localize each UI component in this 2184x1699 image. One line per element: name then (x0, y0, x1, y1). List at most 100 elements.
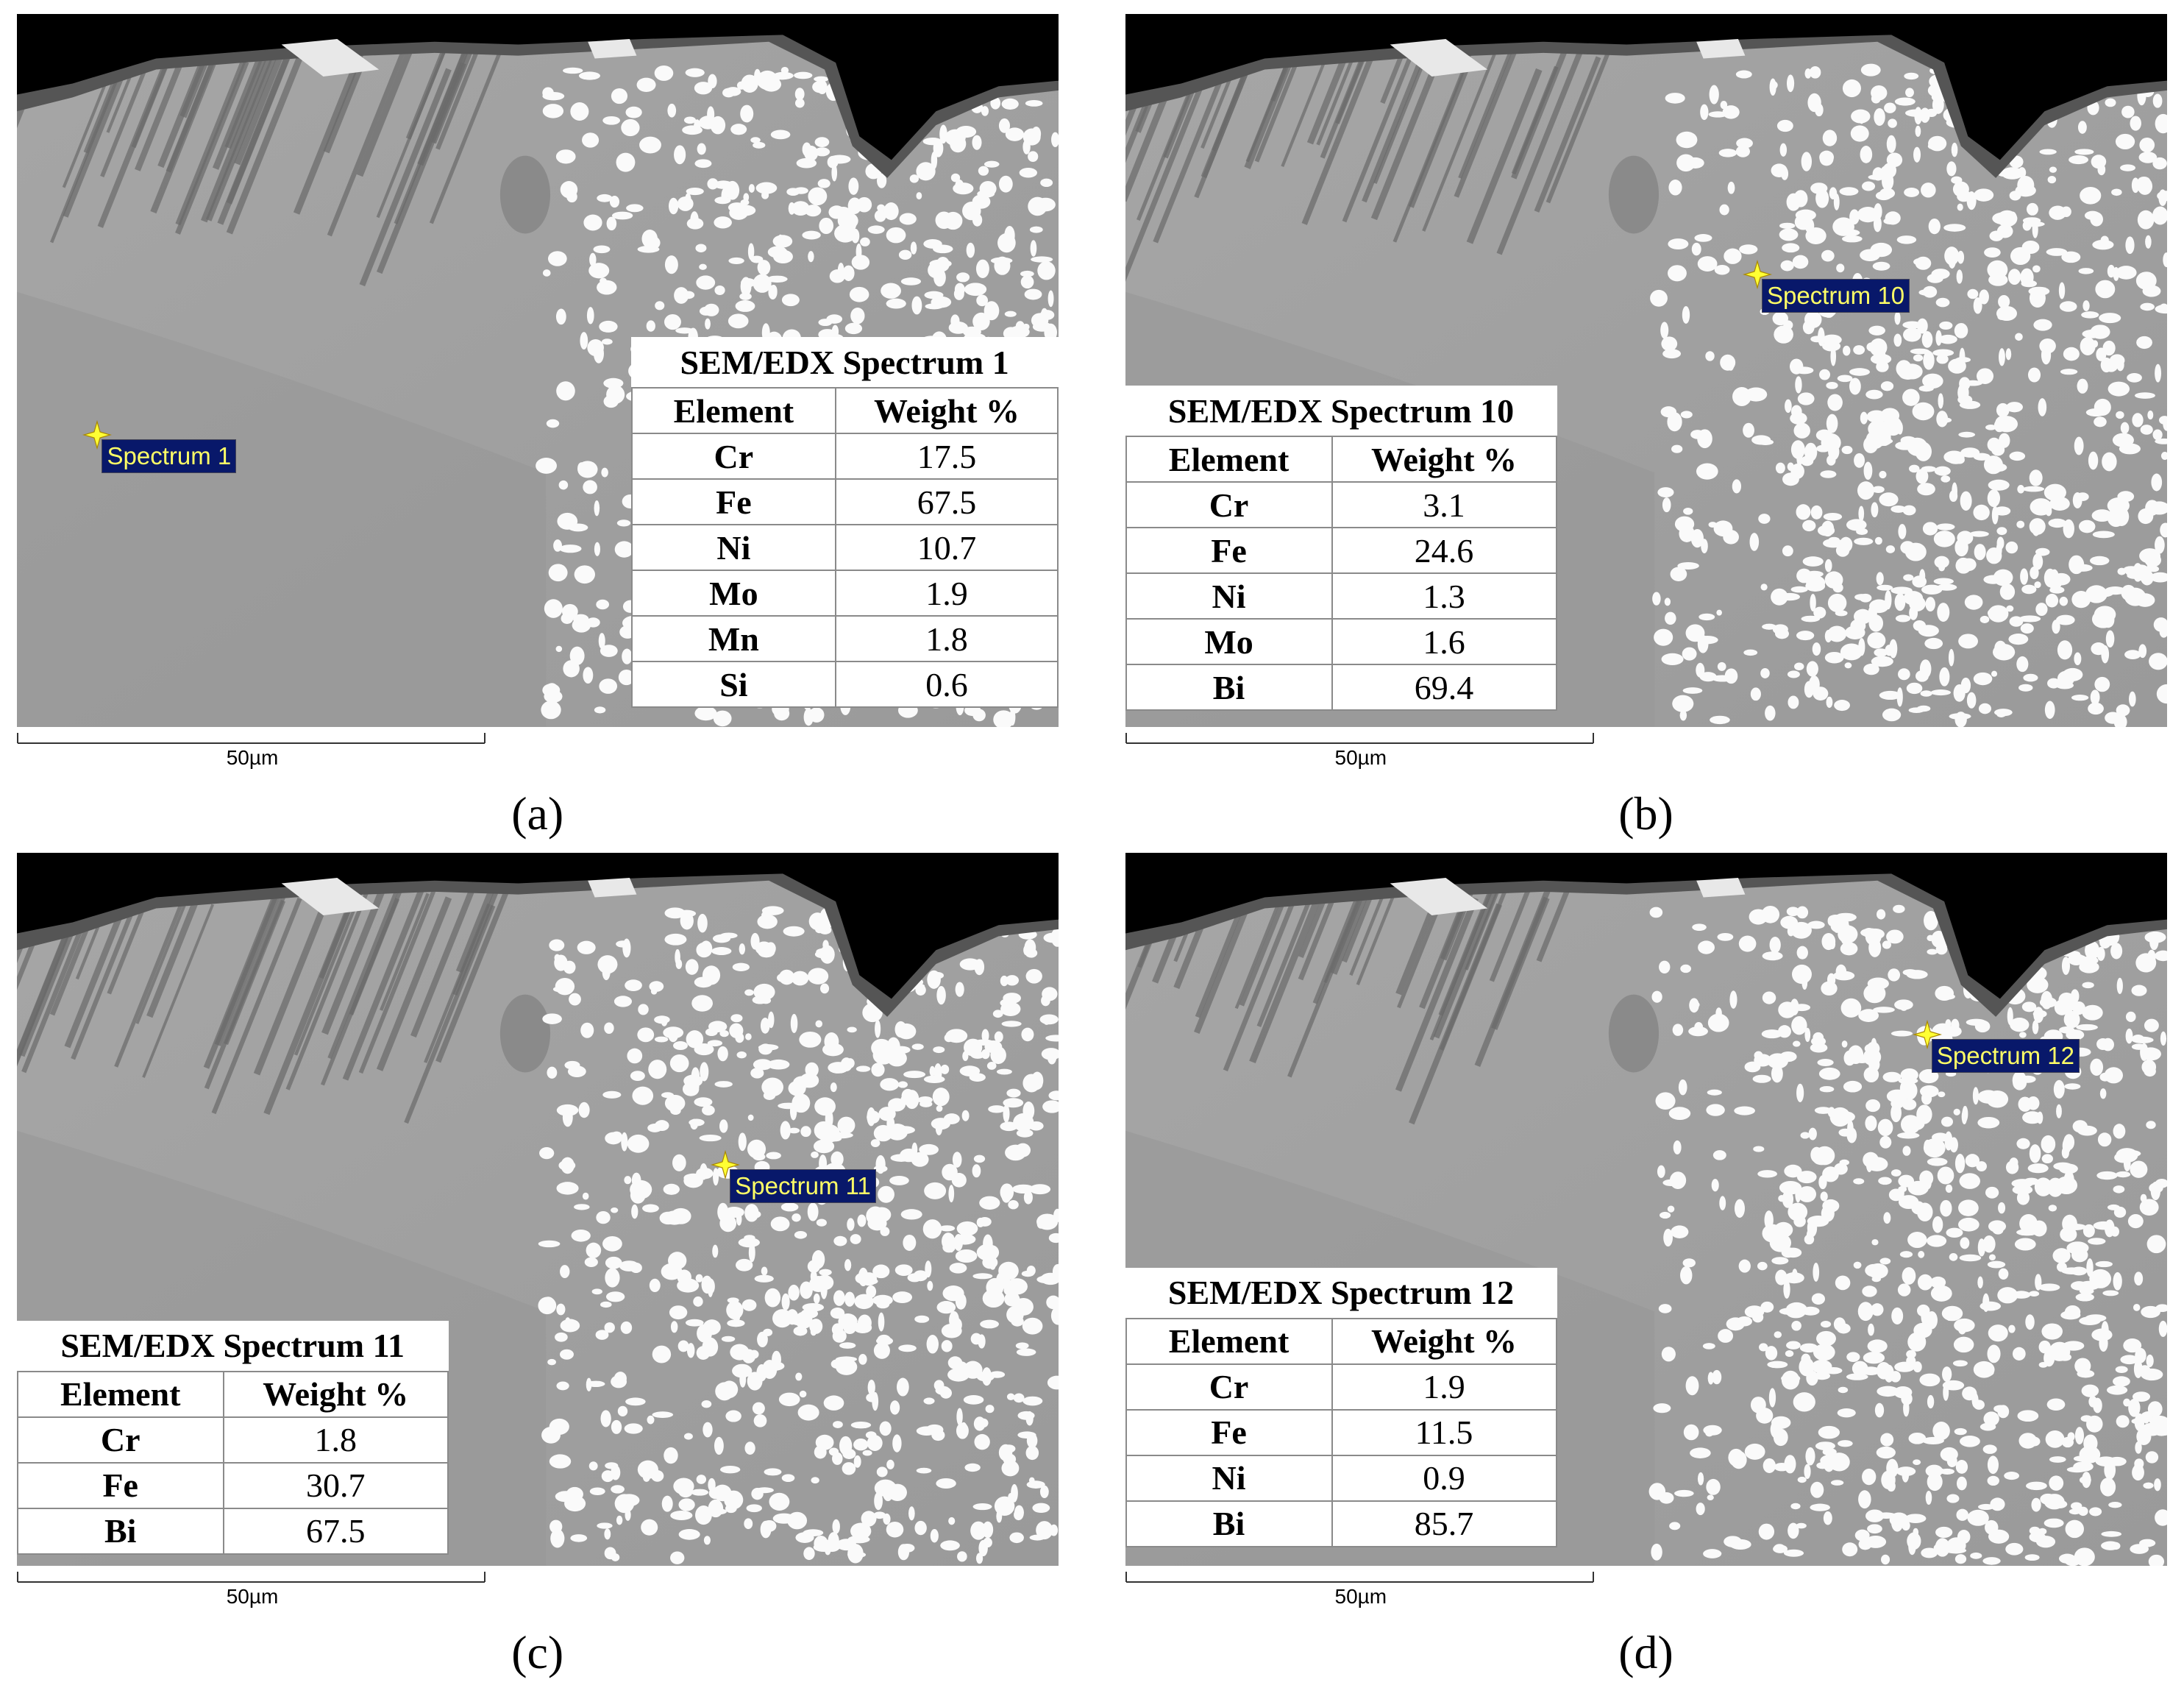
bi-phase (1886, 1480, 1896, 1491)
bi-phase (752, 141, 766, 149)
dendrite (1245, 63, 1288, 163)
bi-phase (2024, 1553, 2040, 1561)
bi-phase (1664, 611, 1676, 625)
bi-phase (2113, 1123, 2125, 1139)
bi-phase (1040, 994, 1050, 1006)
bi-phase (815, 1019, 822, 1027)
bi-phase (630, 1204, 639, 1219)
bi-phase (802, 230, 821, 240)
bi-phase (602, 1235, 622, 1252)
bi-phase (1860, 63, 1881, 77)
bi-phase (1003, 1291, 1020, 1307)
table-row: Bi 67.5 (16, 1507, 449, 1555)
panel-label: (a) (511, 787, 564, 840)
bi-phase (2065, 1029, 2084, 1040)
bi-phase (2077, 1506, 2088, 1516)
bi-phase (858, 1353, 867, 1365)
bi-phase (2063, 1223, 2086, 1230)
bi-phase (2162, 416, 2167, 431)
bi-phase (1842, 345, 1851, 356)
bi-phase (2074, 1357, 2091, 1374)
bi-phase (566, 1486, 583, 1501)
bi-phase (2113, 1152, 2133, 1163)
bi-phase (1794, 376, 1802, 394)
bi-phase (981, 106, 989, 116)
bi-phase (1896, 235, 1916, 244)
bi-phase (947, 1517, 955, 1525)
bi-phase (640, 1519, 658, 1536)
bi-phase (604, 1322, 615, 1333)
bi-phase (2082, 1434, 2098, 1453)
spectrum-marker (1912, 1020, 1942, 1050)
bi-phase (1978, 289, 1989, 305)
bi-phase (741, 1349, 755, 1363)
bi-phase (1880, 1554, 1890, 1564)
bi-phase (2063, 1010, 2080, 1028)
bi-phase (1893, 1361, 1915, 1372)
bi-phase (1902, 574, 1913, 581)
bi-phase (1810, 1036, 1826, 1046)
bi-phase (568, 523, 588, 532)
bi-phase (616, 1515, 623, 1525)
bi-phase (1784, 1247, 1801, 1258)
bi-phase (1769, 1232, 1791, 1252)
bi-phase (555, 149, 576, 164)
bi-phase (1682, 647, 1697, 661)
bi-phase (1828, 536, 1840, 543)
void (16, 13, 1059, 160)
bi-phase (1001, 98, 1019, 110)
bi-phase (1913, 1361, 1922, 1372)
bi-phase (2105, 98, 2116, 107)
bi-phase (1935, 354, 1949, 364)
bi-phase (1935, 1537, 1950, 1557)
bi-phase (1723, 248, 1742, 264)
bi-phase (1771, 1256, 1788, 1264)
bi-phase (978, 1216, 992, 1227)
bi-phase (1779, 222, 1795, 229)
bi-phase (925, 1260, 932, 1277)
bi-phase (1664, 597, 1671, 606)
bi-phase (878, 1312, 885, 1331)
bi-phase (1796, 504, 1810, 520)
bi-phase (2056, 1261, 2067, 1272)
bi-phase (1913, 146, 1921, 163)
bi-phase (1790, 1015, 1807, 1035)
bi-phase (637, 1003, 649, 1015)
bi-phase (2049, 1455, 2066, 1463)
bi-phase (1977, 1116, 1999, 1128)
bi-phase (1793, 422, 1810, 439)
bi-phase (758, 1043, 779, 1051)
bi-phase (874, 1479, 897, 1497)
bi-phase (719, 932, 738, 938)
bi-phase (1921, 1091, 1932, 1105)
bi-phase (2077, 121, 2087, 134)
bi-phase (1783, 1549, 1804, 1557)
bi-phase (780, 1202, 799, 1211)
bi-phase (1960, 491, 1972, 511)
bi-phase (1879, 408, 1899, 424)
bi-phase (1698, 613, 1715, 621)
bi-phase (1877, 1118, 1893, 1136)
bi-phase (1768, 1387, 1776, 1408)
bi-phase (986, 1061, 997, 1070)
bi-phase (1690, 1001, 1700, 1008)
bi-phase (2141, 1422, 2162, 1436)
bi-phase (2131, 413, 2144, 428)
bi-phase (606, 216, 616, 231)
bi-phase (2138, 548, 2160, 564)
bi-phase (2078, 268, 2094, 274)
bi-phase (1833, 699, 1850, 712)
bi-phase (1722, 105, 1740, 119)
bi-phase (1707, 1089, 1722, 1096)
bi-phase (1676, 561, 1699, 570)
bi-phase (794, 98, 805, 108)
bi-phase (1786, 74, 1794, 93)
bi-phase (1998, 433, 2010, 448)
bi-phase (699, 306, 713, 316)
bi-phase (791, 201, 810, 216)
bi-phase (873, 1491, 883, 1510)
bi-phase (2041, 1135, 2055, 1153)
bi-phase (1785, 1341, 1801, 1349)
bi-phase (2068, 555, 2084, 575)
bi-phase (1792, 255, 1808, 269)
